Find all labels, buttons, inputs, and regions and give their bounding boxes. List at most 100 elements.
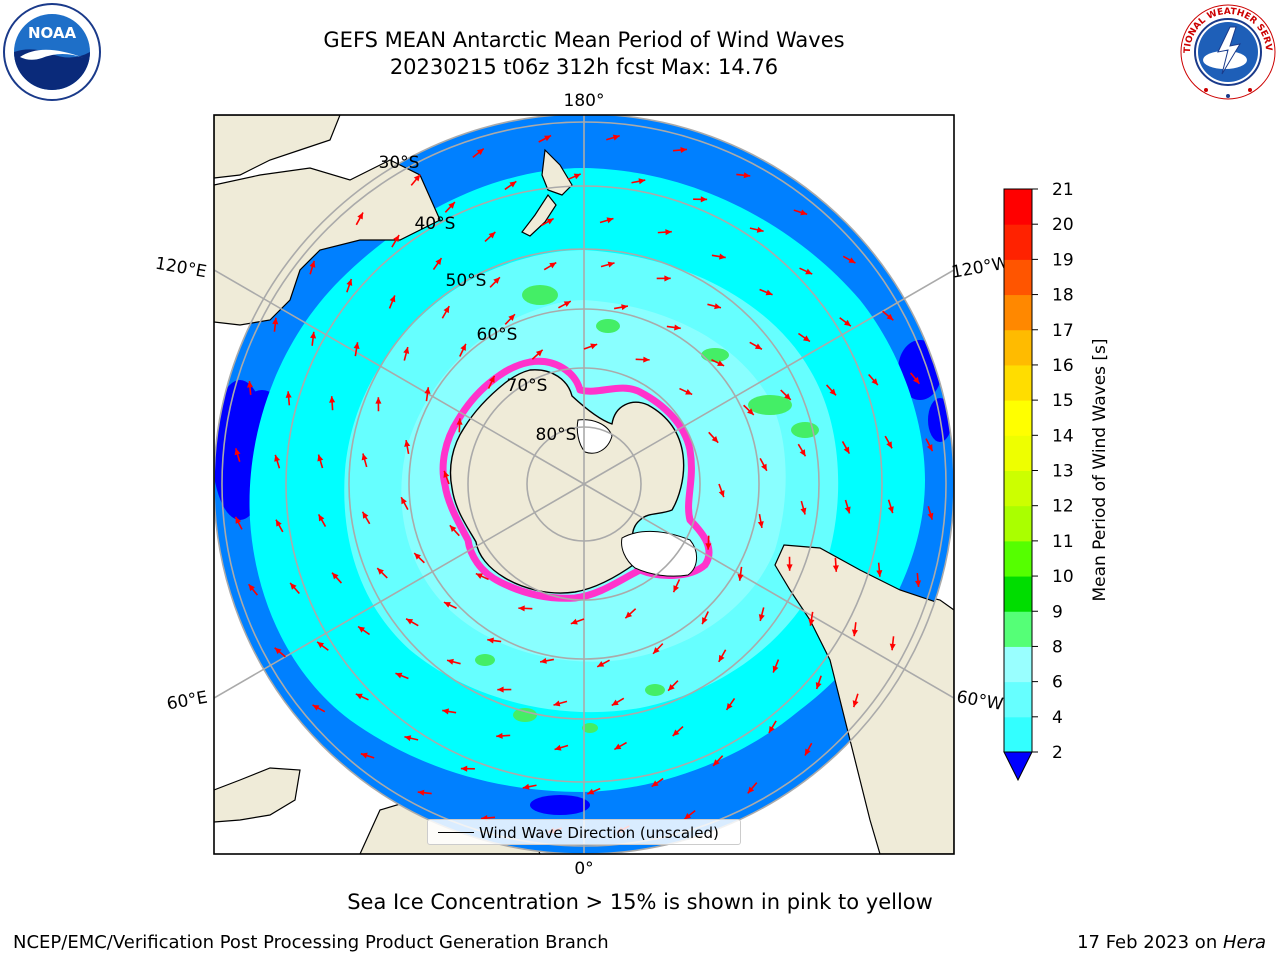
- wave-arrow-head: [815, 682, 822, 690]
- wave-arrow-head: [353, 342, 360, 349]
- colorbar-segment: [1004, 435, 1032, 471]
- wave-arrow-head: [702, 617, 708, 625]
- wave-arrow-head: [747, 786, 755, 794]
- wave-arrow-head: [318, 514, 325, 522]
- colorbar-segment: [1004, 576, 1032, 612]
- wave-arrow-head: [852, 700, 859, 708]
- wave-arrow-head: [651, 780, 659, 787]
- wave-arrow-head: [460, 765, 468, 772]
- colorbar-segment: [1004, 259, 1032, 296]
- map-panel: [214, 115, 954, 854]
- wave-arrow-head: [653, 647, 660, 654]
- wave-arrow-head: [443, 602, 451, 608]
- lat-label-60s: 60°S: [477, 325, 518, 345]
- wave-arrow-head: [889, 643, 896, 651]
- lat-label-30s: 30°S: [379, 153, 420, 173]
- wave-arrow-head: [614, 743, 622, 750]
- colorbar-segment: [1004, 329, 1032, 366]
- wave-arrow-head: [851, 629, 858, 637]
- colorbar-tick-label: 9: [1052, 602, 1063, 622]
- wave-arrow-head: [546, 218, 554, 225]
- wave-arrow-head: [389, 295, 396, 303]
- wave-arrow-head: [829, 388, 836, 396]
- wave-arrow-head: [403, 347, 410, 354]
- wave-arrow-head: [360, 752, 368, 759]
- colorbar-tick-label: 12: [1052, 497, 1074, 517]
- wave-arrow-head: [443, 470, 450, 478]
- wave-arrow-head: [680, 146, 687, 154]
- wave-arrow-head: [535, 349, 543, 357]
- colorbar-segment: [1004, 224, 1032, 260]
- wave-arrow-head: [508, 314, 515, 321]
- noaa-logo-text: NOAA: [28, 24, 77, 42]
- colorbar-extend-triangle: [1003, 751, 1033, 782]
- wave-arrow-head: [274, 454, 281, 462]
- colorbar-tick-label: 17: [1052, 321, 1074, 341]
- wave-arrow-head: [332, 572, 339, 580]
- wave-arrow-head: [674, 324, 681, 331]
- colorbar-tick-label: 15: [1052, 391, 1074, 411]
- wave-arrow-head: [414, 553, 421, 560]
- colorbar-segment: [1004, 681, 1032, 718]
- wave-arrow-head: [285, 391, 292, 398]
- ross-ice-white: [576, 419, 613, 454]
- chart-subtitle: 20230215 t06z 312h fcst Max: 14.76: [389, 55, 779, 79]
- wave-arrow-head: [871, 378, 878, 386]
- wave-arrow-head: [375, 397, 382, 404]
- wave-arrow-head: [312, 704, 320, 711]
- wave-arrow-head: [442, 708, 449, 715]
- wave-arrow-head: [713, 759, 720, 766]
- wave-arrow-head: [518, 605, 525, 612]
- colorbar-segment: [1004, 716, 1032, 753]
- wave-arrow-head: [765, 289, 773, 296]
- colorbar-tick-label: 8: [1052, 637, 1063, 657]
- wind-wave-arrows: [234, 134, 934, 834]
- wave-arrow-head: [234, 448, 241, 456]
- wave-arrow-head: [246, 381, 254, 388]
- wave-arrow-head: [711, 435, 719, 443]
- noaa-logo: NOAA: [2, 2, 102, 102]
- meridians: [214, 115, 954, 854]
- wave-arrow-head: [743, 172, 751, 179]
- wave-arrow-head: [844, 506, 851, 514]
- wave-arrow-head: [448, 202, 455, 209]
- colorbar-tick-label: 14: [1052, 426, 1074, 446]
- long-period-patches: [475, 285, 819, 733]
- colorbar-segment: [1004, 505, 1032, 542]
- wave-arrow-head: [843, 446, 850, 454]
- wave-arrow-head: [737, 574, 744, 581]
- colorbar-segment: [1004, 470, 1032, 507]
- sea-ice-caption: Sea Ice Concentration > 15% is shown in …: [347, 890, 933, 914]
- colorbar-tick-label: 16: [1052, 356, 1074, 376]
- wave-arrow-head: [772, 665, 779, 673]
- wave-arrow-head: [488, 232, 496, 239]
- wave-arrow-head: [549, 262, 557, 269]
- colorbar-segment: [1004, 400, 1032, 436]
- lat-label-50s: 50°S: [446, 271, 487, 291]
- wave-arrow-head: [638, 178, 646, 185]
- colorbar-tick-label: 2: [1052, 743, 1063, 763]
- wave-arrow-head: [476, 148, 484, 155]
- colorbar-tick-label: 11: [1052, 532, 1074, 552]
- wave-arrow-head: [406, 618, 414, 625]
- wave-arrow-head: [643, 356, 650, 363]
- wave-arrow-head: [573, 173, 581, 180]
- wave-arrow-head: [413, 174, 421, 182]
- wave-arrow-head: [274, 647, 282, 655]
- lon-label-60w: 60°W: [955, 687, 1005, 715]
- colorbar-tick-label: 18: [1052, 286, 1074, 306]
- wave-arrow-head: [612, 134, 620, 141]
- chart-title: GEFS MEAN Antarctic Mean Period of Wind …: [323, 28, 845, 52]
- wave-arrow-head: [522, 783, 530, 790]
- wave-arrow-head: [784, 393, 791, 400]
- wave-arrow-head: [913, 376, 920, 384]
- wave-arrow-head: [497, 686, 504, 693]
- colorbar-label: Mean Period of Wind Waves [s]: [1090, 338, 1110, 601]
- wave-arrow-head: [435, 258, 442, 265]
- wave-arrow-head: [417, 789, 425, 796]
- wave-arrow-head: [625, 611, 633, 619]
- wave-arrow-head: [758, 614, 765, 621]
- wave-arrow-head: [317, 454, 324, 462]
- wave-arrow-head: [404, 735, 412, 742]
- wave-arrow-head: [553, 700, 561, 707]
